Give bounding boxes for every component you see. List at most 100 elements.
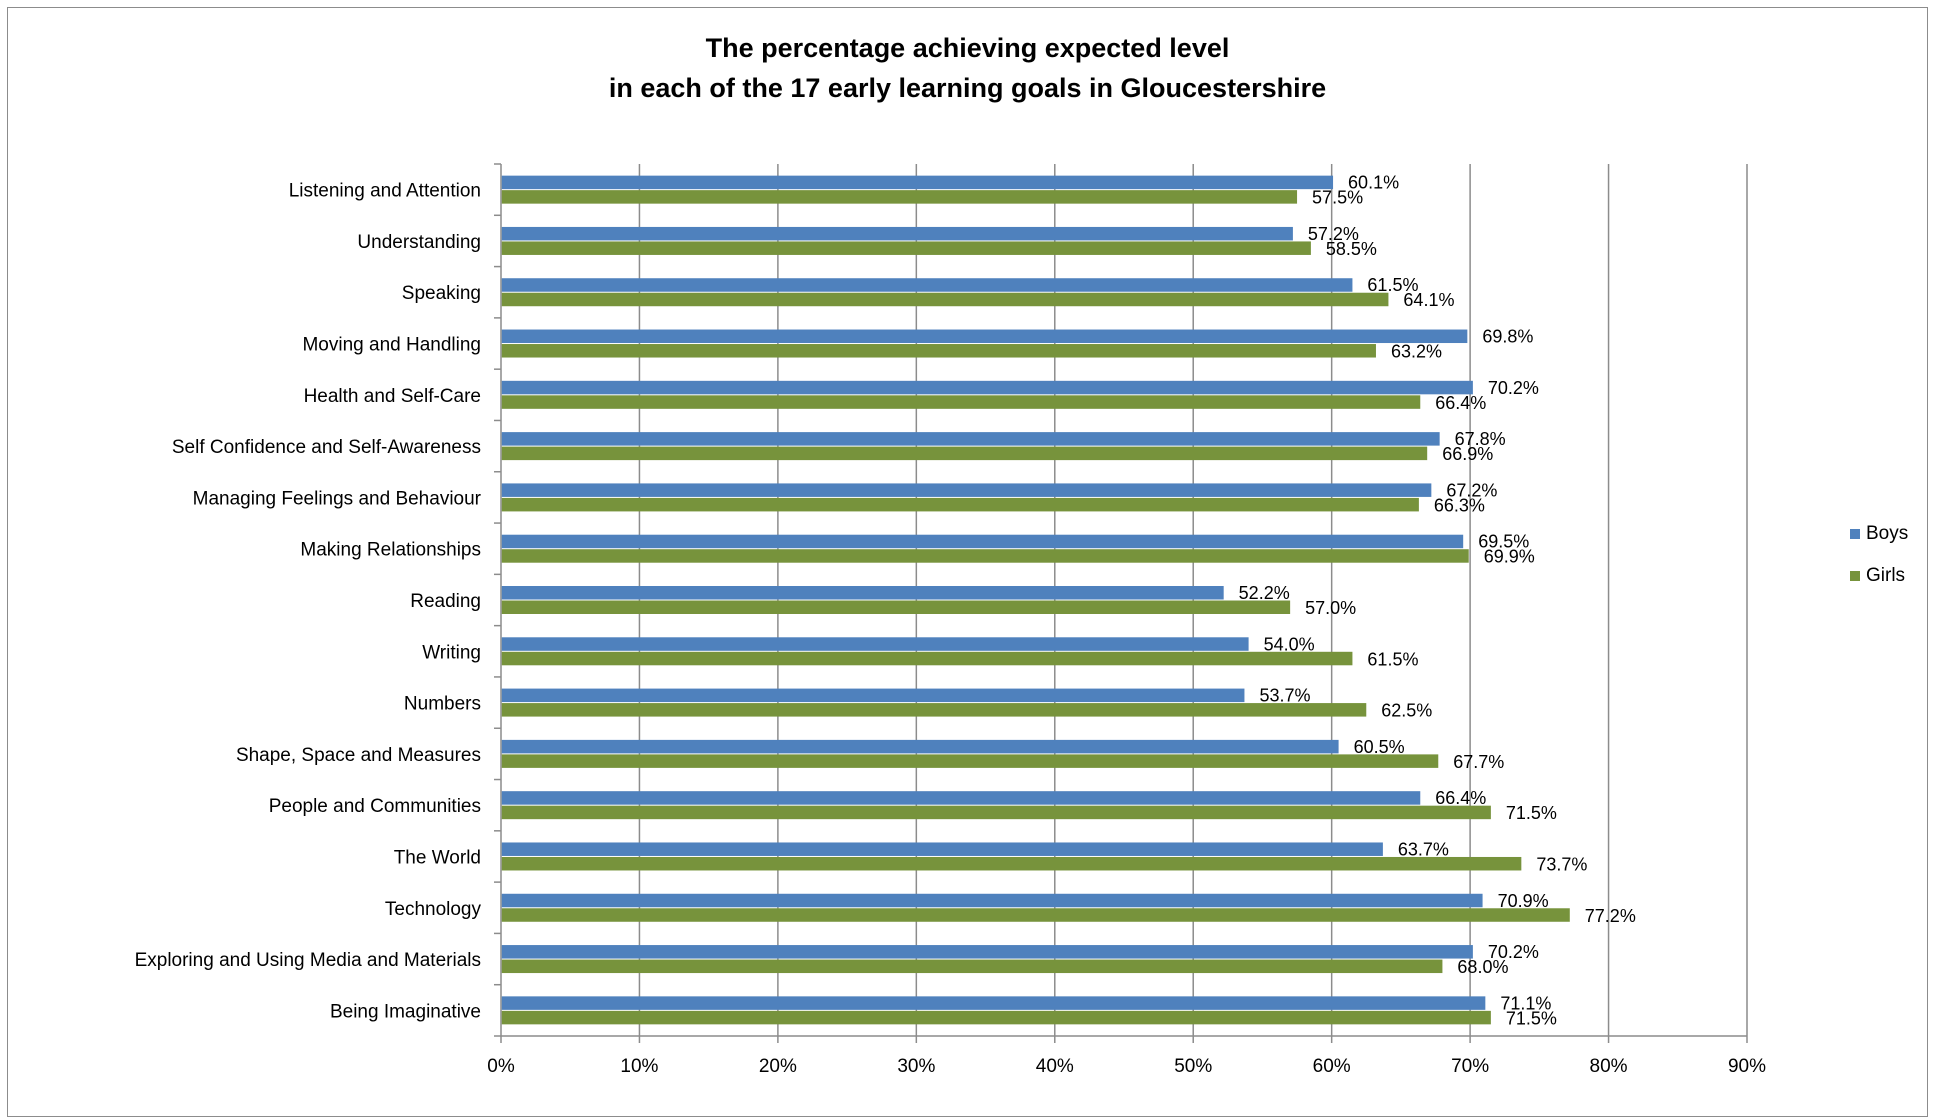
bar-boys: [501, 739, 1339, 754]
data-label-boys: 53.7%: [1259, 686, 1310, 706]
category-label: Making Relationships: [300, 540, 481, 561]
data-label-boys: 63.7%: [1398, 839, 1449, 859]
bar-girls: [501, 190, 1298, 204]
bar-boys: [501, 996, 1486, 1010]
data-label-boys: 66.4%: [1435, 788, 1486, 808]
bar-girls: [501, 959, 1443, 974]
data-label-boys: 69.8%: [1482, 327, 1533, 347]
x-tick-label: 40%: [1036, 1056, 1074, 1077]
data-label-boys: 70.9%: [1498, 891, 1549, 911]
x-tick-label: 50%: [1174, 1056, 1212, 1077]
chart-title-line1: The percentage achieving expected level: [705, 33, 1230, 63]
data-label-boys: 70.2%: [1488, 942, 1539, 962]
bar-boys: [501, 278, 1353, 292]
data-label-boys: 61.5%: [1367, 275, 1418, 295]
data-label-girls: 58.5%: [1326, 239, 1377, 259]
bar-boys: [501, 380, 1473, 395]
legend-swatch-girls: [1850, 571, 1860, 581]
category-label: Self Confidence and Self-Awareness: [172, 437, 481, 458]
data-label-girls: 69.9%: [1484, 547, 1535, 567]
category-label: Listening and Attention: [289, 181, 481, 202]
x-tick-label: 30%: [897, 1056, 935, 1077]
category-label: Shape, Space and Measures: [236, 745, 481, 766]
category-label: Numbers: [404, 694, 481, 715]
bar-boys: [501, 432, 1440, 446]
data-label-boys: 67.2%: [1446, 480, 1497, 500]
bar-girls: [501, 600, 1291, 614]
category-label: People and Communities: [269, 796, 481, 817]
bar-boys: [501, 329, 1468, 344]
data-label-girls: 61.5%: [1367, 649, 1418, 669]
data-label-girls: 63.2%: [1391, 342, 1442, 362]
category-label: Exploring and Using Media and Materials: [135, 950, 481, 971]
bar-girls: [501, 344, 1376, 358]
bar-girls: [501, 908, 1570, 922]
x-tick-label: 80%: [1590, 1056, 1628, 1077]
data-label-boys: 54.0%: [1264, 634, 1315, 654]
bar-girls: [501, 1010, 1491, 1025]
bar-girls: [501, 549, 1469, 563]
bar-girls: [501, 754, 1439, 768]
legend-swatch-boys: [1850, 529, 1860, 539]
data-label-boys: 67.8%: [1455, 429, 1506, 449]
bar-boys: [501, 842, 1383, 856]
legend-item-girls: Girls: [1850, 564, 1905, 588]
bar-boys: [501, 893, 1483, 908]
data-label-boys: 71.1%: [1500, 993, 1551, 1013]
bar-boys: [501, 483, 1432, 497]
data-label-girls: 77.2%: [1585, 906, 1636, 926]
bar-boys: [501, 226, 1293, 241]
data-label-boys: 60.1%: [1348, 173, 1399, 193]
x-tick-label: 10%: [620, 1056, 658, 1077]
category-label: Health and Self-Care: [304, 386, 481, 407]
data-label-girls: 66.9%: [1442, 444, 1493, 464]
data-label-girls: 71.5%: [1506, 803, 1557, 823]
category-label: Understanding: [357, 232, 481, 253]
data-label-girls: 73.7%: [1536, 854, 1587, 874]
data-label-girls: 68.0%: [1457, 957, 1508, 977]
data-label-boys: 52.2%: [1239, 583, 1290, 603]
category-label: Moving and Handling: [302, 335, 481, 356]
bar-boys: [501, 637, 1249, 651]
data-label-girls: 66.3%: [1434, 495, 1485, 515]
data-label-boys: 57.2%: [1308, 224, 1359, 244]
bar-boys: [501, 586, 1224, 600]
category-label: The World: [394, 847, 481, 868]
bar-girls: [501, 497, 1419, 512]
x-tick-label: 0%: [487, 1056, 515, 1077]
bar-boys: [501, 791, 1421, 805]
category-label: Reading: [410, 591, 481, 612]
x-tick-label: 90%: [1728, 1056, 1766, 1077]
bar-girls: [501, 856, 1522, 871]
legend-label-boys: Boys: [1866, 523, 1909, 544]
category-label: Technology: [385, 899, 482, 920]
chart-title-line2: in each of the 17 early learning goals i…: [608, 73, 1327, 103]
bar-girls: [501, 703, 1367, 717]
bar-boys: [501, 688, 1245, 703]
category-label: Managing Feelings and Behaviour: [193, 488, 482, 509]
data-label-boys: 70.2%: [1488, 378, 1539, 398]
bar-girls: [501, 805, 1491, 820]
legend-label-girls: Girls: [1866, 565, 1906, 586]
category-label: Writing: [422, 642, 481, 663]
x-tick-label: 20%: [759, 1056, 797, 1077]
data-label-girls: 62.5%: [1381, 701, 1432, 721]
data-label-girls: 64.1%: [1403, 290, 1454, 310]
bar-girls: [501, 651, 1353, 666]
data-label-girls: 71.5%: [1506, 1008, 1557, 1028]
category-label: Being Imaginative: [330, 1001, 481, 1022]
bar-girls: [501, 446, 1428, 461]
data-label-boys: 60.5%: [1354, 737, 1405, 757]
x-tick-label: 60%: [1313, 1056, 1351, 1077]
data-label-girls: 66.4%: [1435, 393, 1486, 413]
data-label-boys: 69.5%: [1478, 532, 1529, 552]
data-label-girls: 57.0%: [1305, 598, 1356, 618]
bar-boys: [501, 175, 1334, 190]
x-tick-label: 70%: [1451, 1056, 1489, 1077]
category-label: Speaking: [402, 283, 481, 304]
bar-boys: [501, 534, 1464, 549]
bar-girls: [501, 241, 1311, 255]
bar-boys: [501, 945, 1473, 959]
legend-item-boys: Boys: [1850, 522, 1908, 546]
